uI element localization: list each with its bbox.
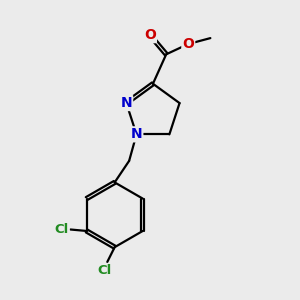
Text: N: N (131, 128, 142, 141)
Text: Cl: Cl (97, 264, 112, 277)
Text: N: N (121, 96, 132, 110)
Text: O: O (144, 28, 156, 42)
Text: Cl: Cl (55, 223, 69, 236)
Text: O: O (182, 37, 194, 51)
